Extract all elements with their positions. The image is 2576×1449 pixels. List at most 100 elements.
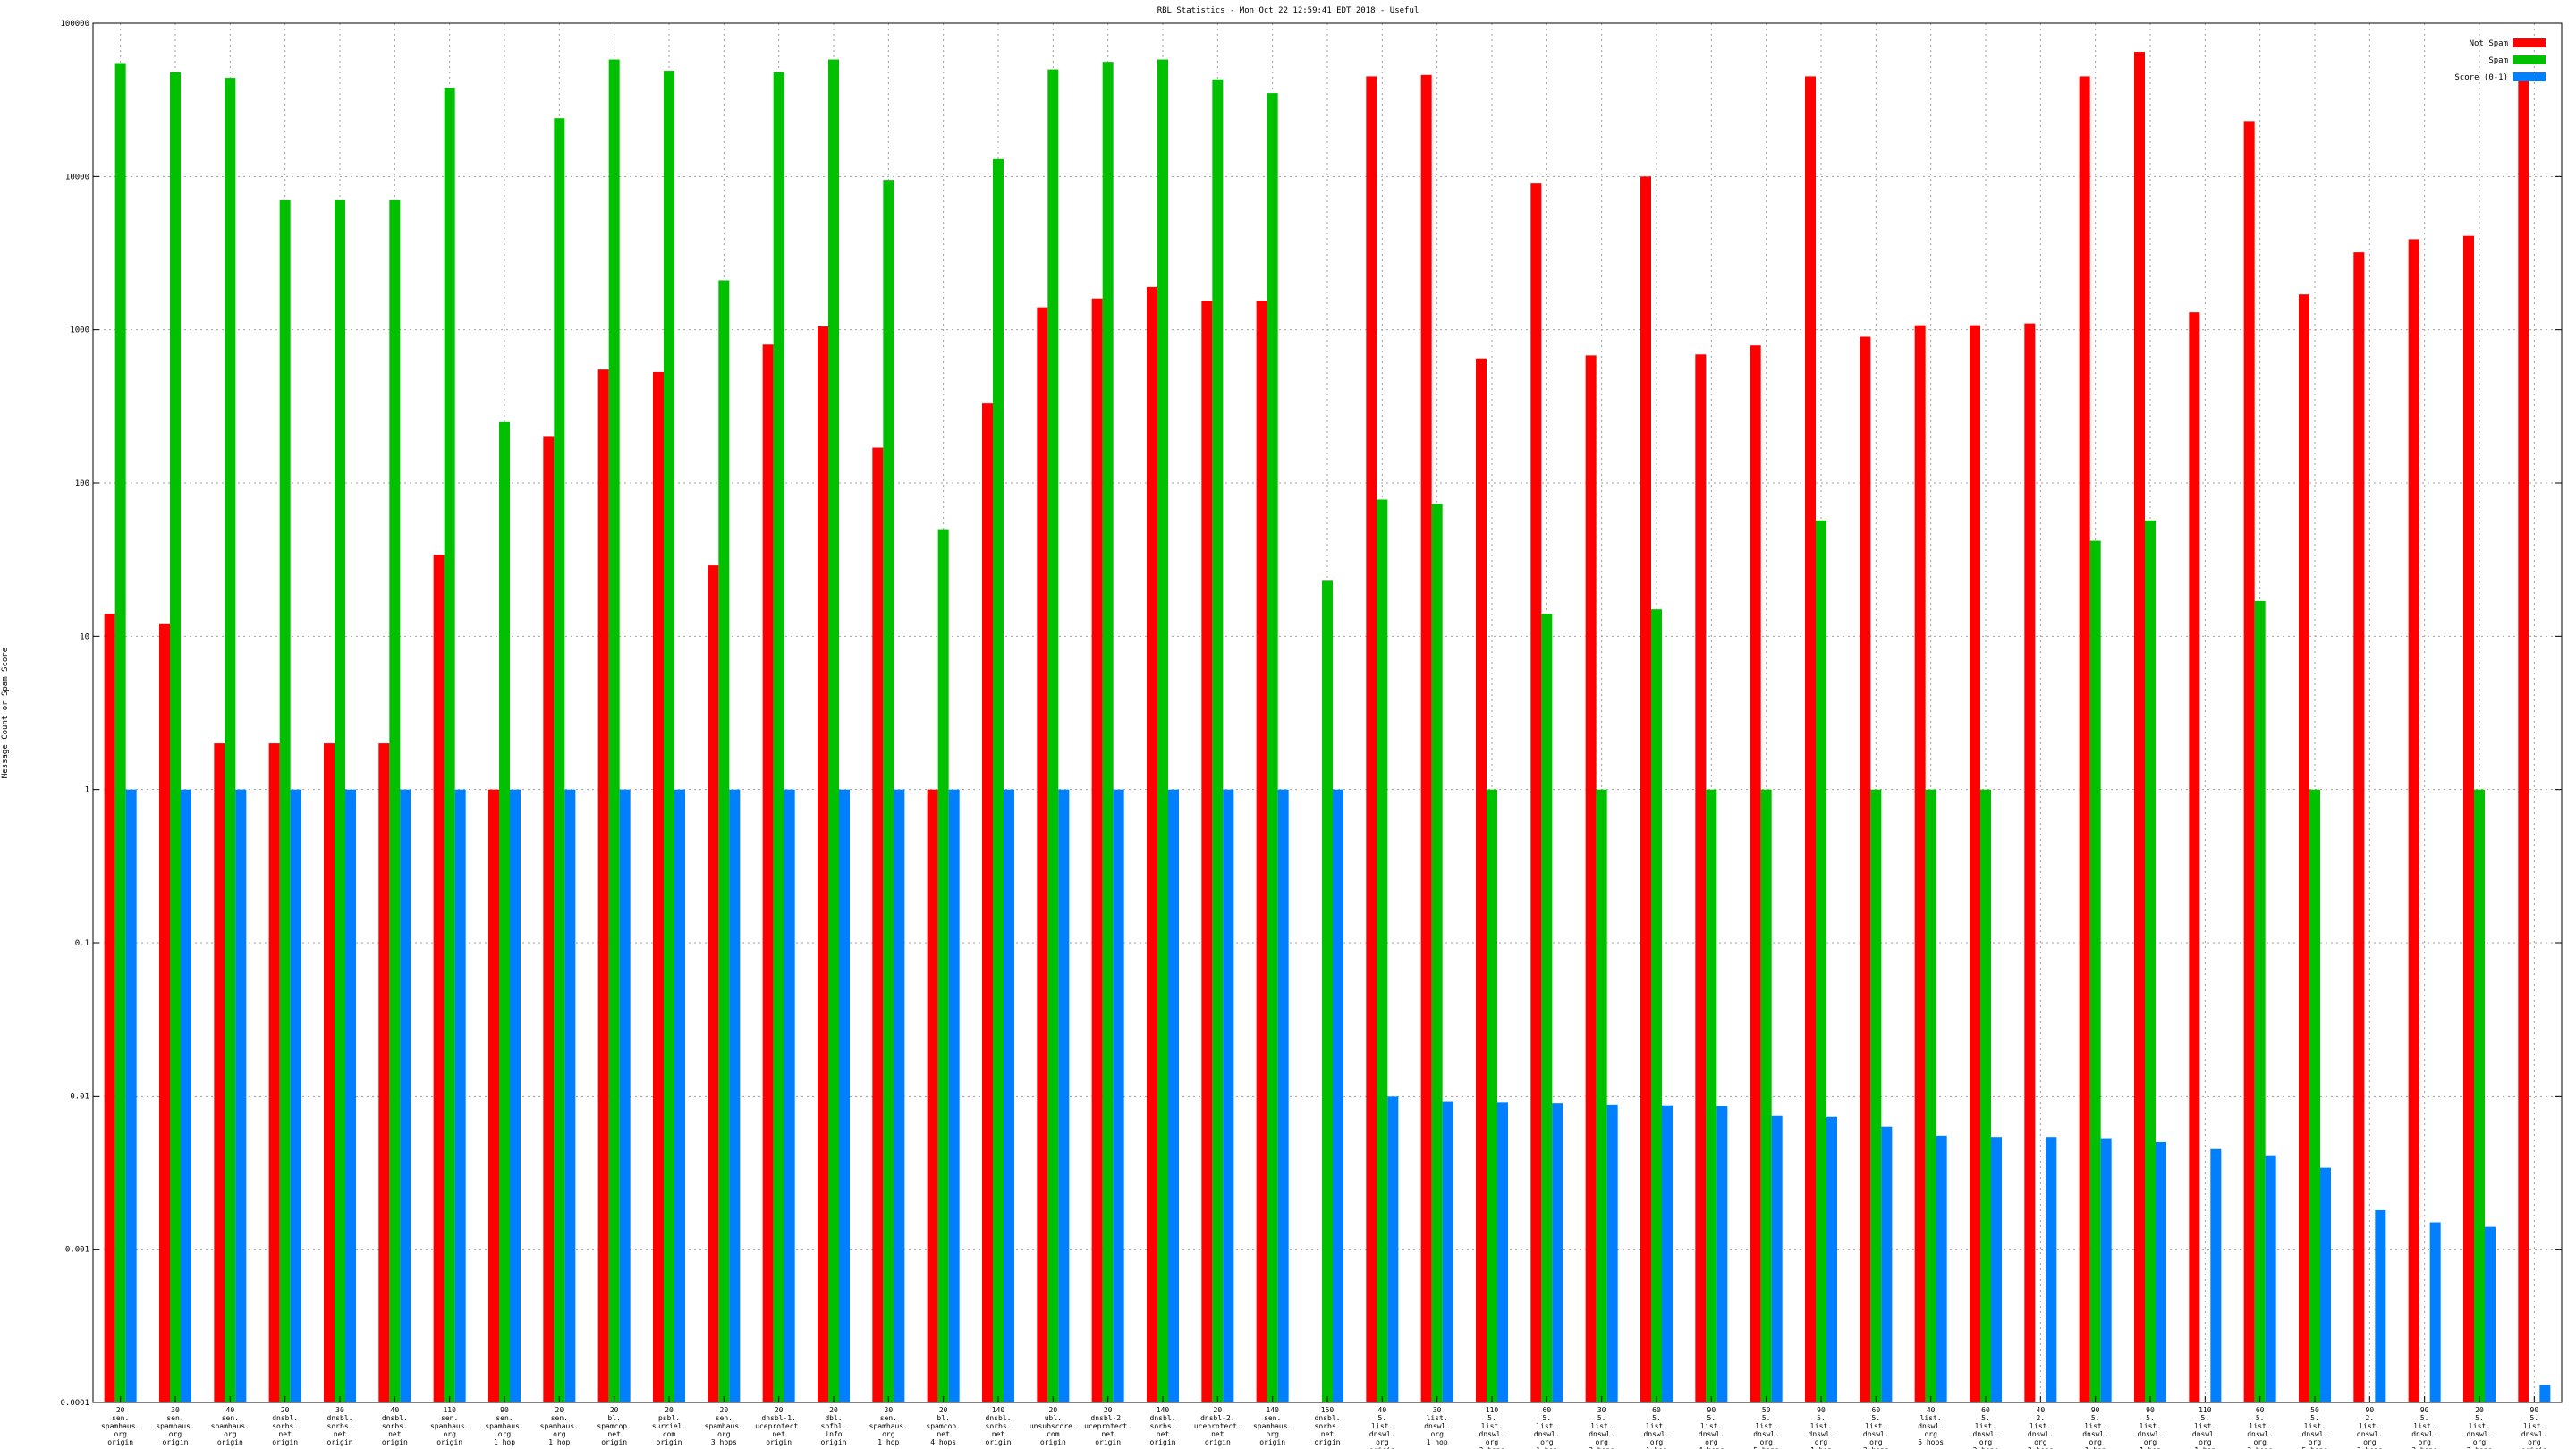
bar-score-0-1 [2156, 1141, 2166, 1402]
x-tick-label: 40 list. dnswl. org 5 hops [1918, 1406, 1944, 1446]
bar-spam [718, 280, 730, 1403]
y-axis-label: Message Count or Spam Score [1, 648, 10, 778]
bar-spam [773, 72, 784, 1402]
bar-spam [279, 199, 291, 1403]
bar-spam [937, 529, 949, 1402]
x-tick-label: 140 dnsbl. sorbs. net origin [1150, 1406, 1176, 1446]
legend-swatch [2513, 72, 2546, 81]
bar-not-spam [488, 789, 499, 1402]
bar-not-spam [597, 369, 609, 1403]
bar-score-0-1 [729, 789, 741, 1402]
bar-score-0-1 [2100, 1138, 2112, 1402]
bar-spam [1925, 789, 1936, 1402]
bar-spam [1431, 504, 1443, 1402]
bar-spam [1487, 789, 1497, 1402]
bar-not-spam [1530, 183, 1542, 1403]
bar-not-spam [653, 371, 664, 1402]
bar-score-0-1 [1004, 789, 1014, 1402]
x-tick-label: 40 dnsbl. sorbs. net origin [382, 1406, 408, 1446]
bar-spam [2474, 789, 2485, 1402]
bar-not-spam [927, 789, 938, 1402]
x-tick-label: 30 sen. spamhaus. org 1 hop [869, 1406, 908, 1446]
bar-score-0-1 [2046, 1137, 2057, 1402]
bar-score-0-1 [1113, 789, 1124, 1402]
bar-not-spam [1256, 301, 1267, 1402]
y-tick-label: 0.001 [65, 1246, 89, 1255]
bar-spam [1651, 609, 1662, 1402]
bar-spam [1377, 499, 1388, 1402]
bar-not-spam [2189, 312, 2200, 1402]
bar-not-spam [2408, 239, 2419, 1402]
bar-spam [225, 78, 236, 1403]
x-tick-label: 20 sen. spamhaus. org origin [101, 1406, 140, 1446]
bar-spam [444, 87, 455, 1403]
bar-score-0-1 [1168, 789, 1179, 1402]
bar-score-0-1 [2210, 1148, 2222, 1402]
x-tick-label: 20 sen. spamhaus. org 1 hop [540, 1406, 579, 1446]
bar-score-0-1 [674, 789, 685, 1402]
bar-score-0-1 [1442, 1101, 1453, 1402]
bar-score-0-1 [1716, 1106, 1728, 1402]
bar-spam [993, 158, 1004, 1402]
bar-spam [1157, 59, 1168, 1402]
bar-spam [1212, 79, 1224, 1402]
legend-swatch [2513, 38, 2546, 47]
bar-spam [1541, 614, 1553, 1402]
bar-score-0-1 [1936, 1135, 1947, 1402]
bar-not-spam [2079, 76, 2090, 1402]
bar-spam [1102, 62, 1114, 1402]
bar-spam [608, 59, 620, 1402]
bar-spam [2089, 540, 2101, 1402]
x-tick-label: 140 dnsbl. sorbs. net origin [986, 1406, 1012, 1446]
x-tick-label: 20 psbl. surriel. com origin [652, 1406, 687, 1446]
bar-score-0-1 [1223, 789, 1234, 1402]
bar-spam [1980, 789, 1991, 1402]
bar-not-spam [214, 743, 225, 1402]
legend-label: Score (0-1) [2454, 73, 2508, 82]
bar-not-spam [2299, 294, 2309, 1402]
bar-score-0-1 [125, 789, 137, 1402]
bar-score-0-1 [2375, 1209, 2386, 1402]
bar-score-0-1 [345, 789, 356, 1402]
y-axis-ticks: 0.0001 0.001 0.01 0.1 1 10 100 1000 10000 100000 [60, 20, 2562, 1408]
bar-not-spam [2024, 323, 2036, 1402]
bar-spam [1816, 520, 1826, 1402]
bar-score-0-1 [619, 789, 631, 1402]
bar-not-spam [1037, 307, 1048, 1402]
bar-spam [1870, 789, 1882, 1402]
bar-not-spam [1585, 355, 1597, 1402]
bar-score-0-1 [784, 789, 795, 1402]
x-tick-label: 110 sen. spamhaus. org origin [430, 1406, 469, 1446]
bar-not-spam [708, 565, 719, 1402]
bar-not-spam [268, 743, 280, 1402]
bar-score-0-1 [564, 789, 576, 1402]
x-tick-label: 20 bl. spamcop. net origin [597, 1406, 631, 1446]
bar-not-spam [433, 555, 445, 1402]
x-tick-label: 30 list. dnswl. org 1 hop [1424, 1406, 1450, 1446]
y-tick-label: 0.1 [75, 939, 89, 948]
y-tick-label: 100000 [60, 20, 89, 29]
bar-not-spam [1970, 325, 1980, 1403]
chart-title: RBL Statistics - Mon Oct 22 12:59:41 EDT… [1157, 6, 1419, 15]
bar-score-0-1 [2320, 1167, 2331, 1402]
bar-score-0-1 [1552, 1103, 1563, 1402]
bar-score-0-1 [1333, 789, 1343, 1402]
bar-not-spam [2518, 76, 2529, 1402]
bar-spam [664, 71, 674, 1403]
bar-score-0-1 [2265, 1155, 2276, 1402]
x-tick-label: 20 dnsbl-1. uceprotect. net origin [755, 1406, 802, 1446]
bar-spam [170, 72, 181, 1402]
bar-score-0-1 [290, 789, 301, 1402]
